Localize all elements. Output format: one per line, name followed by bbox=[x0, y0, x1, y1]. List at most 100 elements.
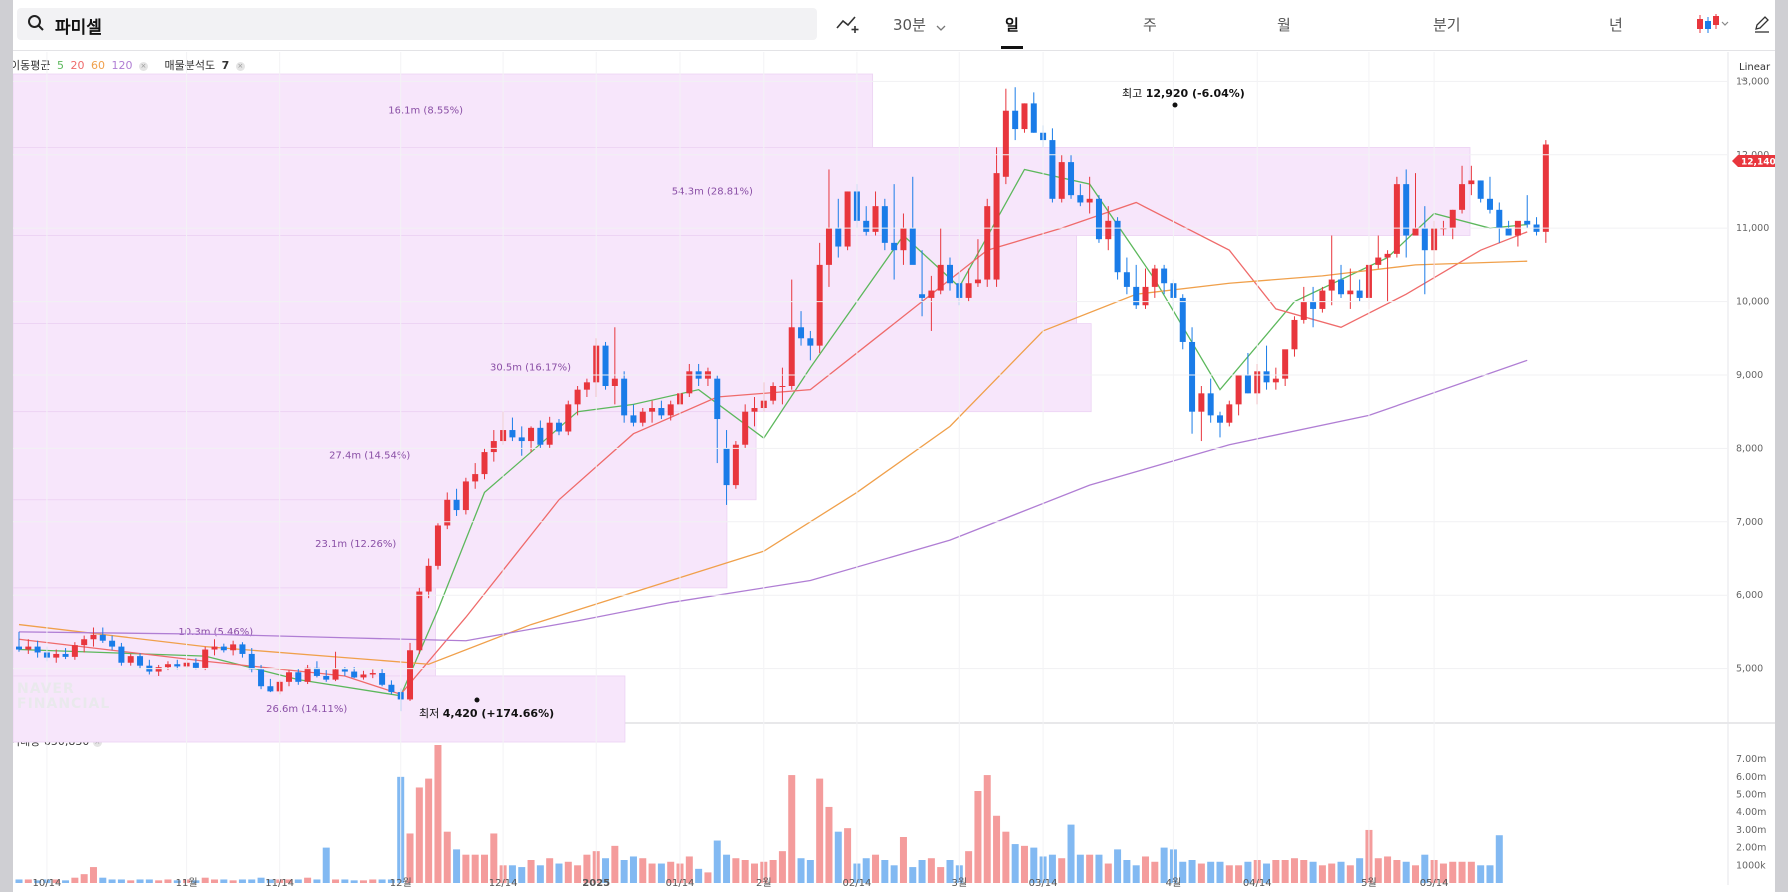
search-query[interactable]: 파미셀 bbox=[55, 18, 102, 38]
chevron-down-icon[interactable] bbox=[936, 17, 946, 36]
candle-body bbox=[1105, 220, 1112, 240]
candle-body bbox=[667, 404, 674, 416]
high-marker bbox=[1172, 102, 1178, 108]
volume-bar bbox=[1011, 844, 1019, 883]
pencil-icon[interactable] bbox=[1753, 13, 1771, 37]
volume-bar bbox=[927, 858, 935, 883]
candle-body bbox=[53, 653, 60, 658]
volume-bar bbox=[462, 854, 470, 883]
price-tick-label: 13,000 bbox=[1736, 76, 1769, 87]
volume-bar bbox=[117, 879, 125, 883]
volume-bar bbox=[238, 879, 246, 883]
time-tick-label: 12월 bbox=[390, 877, 412, 889]
volume-bar bbox=[304, 877, 312, 883]
volume-bar bbox=[52, 879, 60, 883]
watermark: NAVER FINANCIAL bbox=[17, 681, 111, 712]
candle-body bbox=[751, 408, 758, 412]
candle-body bbox=[947, 264, 953, 284]
search-box[interactable]: 파미셀 bbox=[17, 8, 817, 40]
vp-bar bbox=[13, 675, 626, 743]
scale-select[interactable]: Linear ⌄ bbox=[1739, 62, 1775, 84]
volume-bar bbox=[1132, 865, 1140, 883]
volume-bar bbox=[192, 880, 200, 883]
volume-bar bbox=[983, 775, 991, 883]
tab-day[interactable]: 일 bbox=[1001, 16, 1023, 49]
volume-bar bbox=[1086, 854, 1094, 883]
candle-body bbox=[1310, 301, 1317, 309]
high-annotation: 최고 12,920 (-6.04%) bbox=[1122, 87, 1245, 100]
volume-bar bbox=[173, 880, 181, 883]
indicator-add-icon[interactable] bbox=[835, 12, 861, 38]
volume-bar bbox=[257, 877, 265, 883]
tab-year[interactable]: 년 bbox=[1609, 16, 1623, 34]
volume-bar bbox=[378, 879, 386, 883]
volume-bar bbox=[341, 879, 349, 883]
candle-body bbox=[1189, 341, 1196, 412]
vp-bar bbox=[13, 235, 1078, 325]
time-tick-label: 01/14 bbox=[666, 878, 695, 889]
volume-bar bbox=[425, 778, 433, 883]
candle-body bbox=[555, 422, 562, 432]
volume-tick-label: 1000k bbox=[1736, 860, 1766, 871]
time-tick-label: 3월 bbox=[952, 877, 968, 889]
candle-body bbox=[1338, 279, 1345, 295]
time-tick-label: 4월 bbox=[1166, 877, 1182, 889]
volume-tick-label: 7.00m bbox=[1736, 754, 1766, 765]
volume-bar bbox=[639, 858, 647, 883]
volume-bar bbox=[332, 879, 340, 883]
volume-bar bbox=[80, 874, 88, 883]
candle-body bbox=[881, 206, 888, 243]
time-tick-label: 5월 bbox=[1361, 877, 1377, 889]
ma-remove-icon[interactable]: × bbox=[138, 61, 148, 71]
volume-bar bbox=[1095, 854, 1103, 883]
price-tick-label: 9,000 bbox=[1736, 370, 1763, 381]
candle-body bbox=[1207, 393, 1214, 416]
volume-bar bbox=[825, 806, 833, 883]
volume-bar bbox=[471, 854, 479, 883]
volume-bar bbox=[1188, 860, 1196, 883]
volume-bars bbox=[15, 745, 1503, 883]
volume-tick-label: 4.00m bbox=[1736, 807, 1766, 818]
candle-body bbox=[220, 646, 227, 651]
volume-tick-label: 2.00m bbox=[1736, 843, 1766, 854]
tab-30min[interactable]: 30분 bbox=[893, 16, 926, 34]
candle-body bbox=[1505, 228, 1512, 236]
volume-bar bbox=[1486, 865, 1494, 883]
tab-quarter[interactable]: 분기 bbox=[1433, 16, 1461, 34]
volume-bar bbox=[1002, 831, 1010, 883]
volume-bar bbox=[1030, 847, 1038, 883]
candle-body bbox=[639, 411, 646, 423]
candle-body bbox=[807, 338, 814, 346]
candle-body bbox=[81, 639, 88, 646]
volume-bar bbox=[611, 845, 619, 883]
candle-body bbox=[462, 481, 469, 511]
volume-bar bbox=[899, 837, 907, 883]
volume-bar bbox=[1309, 861, 1317, 883]
candle-body bbox=[416, 591, 423, 651]
candle-body bbox=[285, 672, 292, 682]
candle-type-icon[interactable] bbox=[1695, 13, 1729, 39]
candle-body bbox=[1459, 184, 1466, 210]
volume-bar bbox=[1393, 860, 1401, 883]
volume-tick-label: 5.00m bbox=[1736, 790, 1766, 801]
volume-bar bbox=[490, 833, 498, 883]
volume-bar bbox=[1114, 849, 1122, 883]
volume-bar bbox=[1142, 856, 1150, 883]
candle-body bbox=[407, 650, 414, 700]
tab-week[interactable]: 주 bbox=[1143, 16, 1157, 34]
ma120-line bbox=[18, 359, 1528, 642]
candle-body bbox=[1300, 301, 1307, 320]
candle-body bbox=[583, 382, 590, 390]
candle-body bbox=[1133, 286, 1140, 306]
tab-month[interactable]: 월 bbox=[1277, 16, 1291, 34]
vp-remove-icon[interactable]: × bbox=[235, 61, 245, 71]
price-chart[interactable]: 16.1m (8.55%) 54.3m (28.81%) 30.5m (16.17%… bbox=[13, 0, 1775, 892]
candle-body bbox=[434, 525, 441, 566]
candle-body bbox=[565, 404, 572, 432]
candle-body bbox=[1347, 290, 1354, 295]
volume-bar bbox=[1123, 860, 1131, 883]
candle-body bbox=[472, 474, 479, 482]
vp-bar bbox=[13, 411, 757, 501]
volume-bar bbox=[1384, 856, 1392, 883]
candle-body bbox=[1393, 184, 1400, 254]
